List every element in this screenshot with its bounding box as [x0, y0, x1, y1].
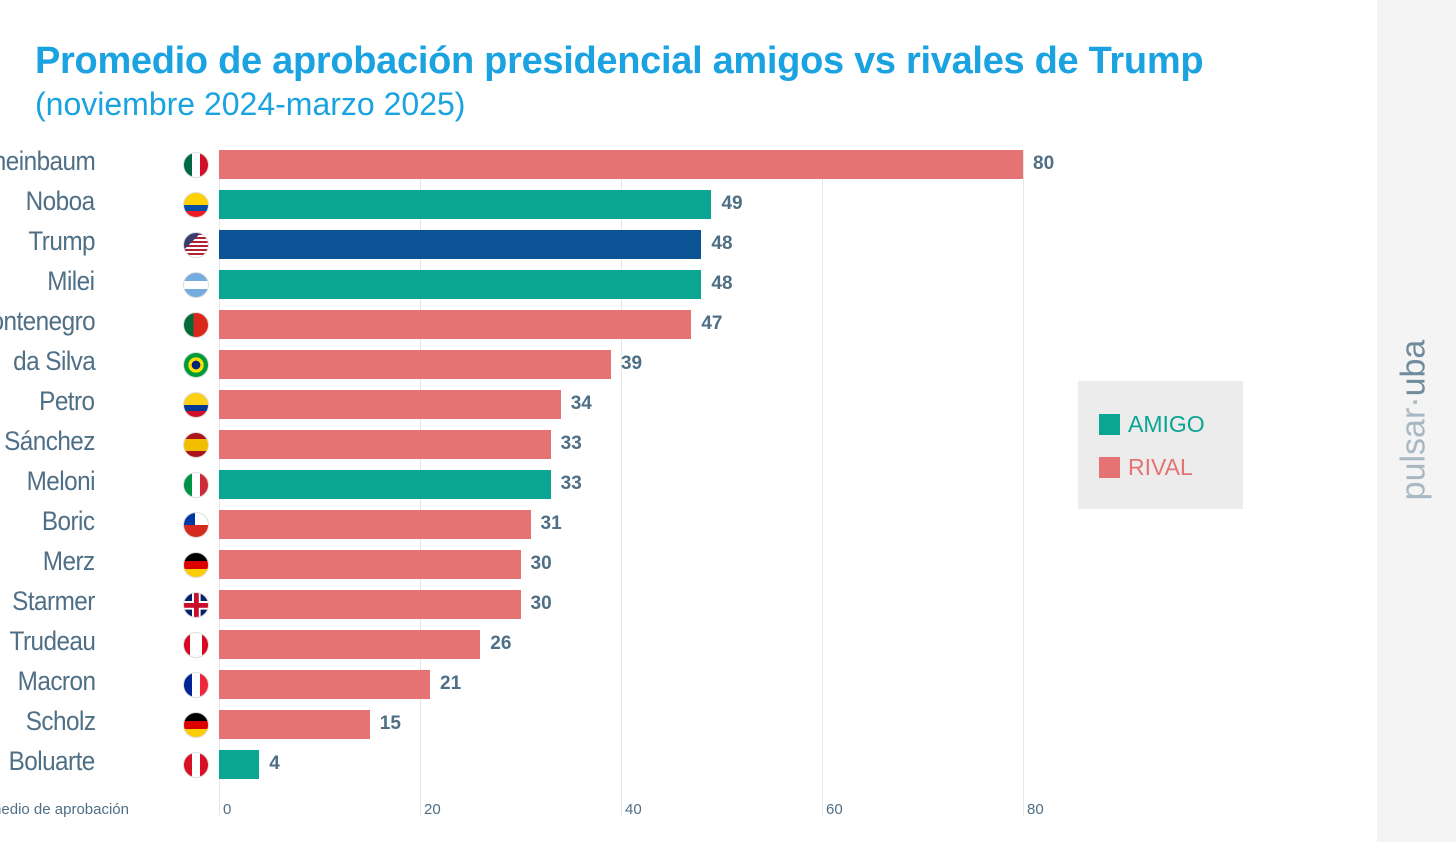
germany-flag-icon: [183, 712, 209, 738]
logo-text-uba: uba: [1394, 339, 1433, 397]
data-label: 48: [711, 233, 733, 254]
data-label: 21: [440, 673, 462, 694]
x-tick-label: 20: [424, 801, 441, 818]
category-label: Montenegro: [0, 306, 96, 336]
colombia-flag-icon: [183, 392, 209, 418]
bar: [219, 430, 551, 459]
portugal-flag-icon: [183, 312, 209, 338]
bar: [219, 750, 260, 779]
category-label: Sánchez: [4, 426, 95, 456]
ecuador-flag-icon: [183, 192, 209, 218]
x-tick-label: 60: [826, 801, 843, 818]
spain-flag-icon: [183, 432, 209, 458]
legend: AMIGO RIVAL: [1078, 381, 1243, 509]
data-label: 4: [269, 753, 280, 774]
chart-title: Promedio de aprobación presidencial amig…: [35, 40, 1204, 82]
usa-flag-icon: [183, 232, 209, 258]
data-label: 30: [530, 593, 552, 614]
x-tick-label: 0: [223, 801, 232, 818]
data-label: 15: [379, 713, 401, 734]
category-label: Sheinbaum: [0, 146, 96, 176]
gridline: [1023, 150, 1024, 816]
data-label: 39: [620, 353, 643, 374]
bar: [219, 390, 561, 419]
category-label: da Silva: [12, 346, 96, 376]
bar: [219, 310, 692, 339]
bar: [219, 470, 551, 499]
data-label: 33: [560, 473, 582, 494]
bar: [219, 590, 521, 619]
x-axis-label: Promedio de aprobación: [0, 801, 129, 818]
bar-chart: Promedio de aprobación presidencial amig…: [0, 40, 1243, 818]
peru-flag-icon: [183, 752, 209, 778]
france-flag-icon: [183, 672, 209, 698]
category-label: Trudeau: [9, 626, 95, 656]
category-label: Milei: [47, 266, 96, 296]
data-label: 48: [711, 273, 733, 294]
mexico-flag-icon: [183, 152, 209, 178]
bar: [219, 710, 370, 739]
category-label: Noboa: [26, 186, 95, 216]
chart-subtitle: (noviembre 2024-marzo 2025): [35, 86, 466, 122]
pulsar-uba-logo: pulsar·uba: [1394, 339, 1433, 501]
bar: [219, 510, 531, 539]
legend-swatch-amigo: [1099, 414, 1120, 435]
bar: [219, 550, 521, 579]
bar: [219, 630, 481, 659]
category-label: Petro: [39, 386, 96, 416]
data-label: 31: [540, 513, 562, 534]
category-label: Boluarte: [8, 746, 96, 776]
brazil-flag-icon: [183, 352, 209, 378]
chile-flag-icon: [183, 512, 209, 538]
data-label: 33: [560, 433, 582, 454]
legend-label-rival: RIVAL: [1128, 454, 1193, 480]
data-label: 80: [1033, 153, 1055, 174]
data-label: 26: [490, 633, 512, 654]
italy-flag-icon: [183, 472, 209, 498]
data-label: 30: [530, 553, 552, 574]
data-label: 47: [701, 313, 723, 334]
bar: [219, 190, 712, 219]
x-tick-label: 40: [625, 801, 642, 818]
bar: [219, 150, 1023, 179]
category-label: Meloni: [26, 466, 96, 496]
uk-flag-icon: [183, 592, 209, 618]
category-label: Scholz: [25, 706, 95, 736]
bar: [219, 350, 611, 379]
gridline: [822, 150, 823, 816]
gridline: [621, 150, 622, 816]
bar: [219, 230, 702, 259]
canada-flag-icon: [183, 632, 209, 658]
category-label: Trump: [28, 226, 95, 256]
legend-swatch-rival: [1099, 457, 1120, 478]
logo-text-pulsar: pulsar: [1394, 407, 1433, 501]
legend-label-amigo: AMIGO: [1128, 411, 1205, 437]
germany-flag-icon: [183, 552, 209, 578]
category-label: Starmer: [12, 586, 95, 616]
x-tick-label: 80: [1027, 801, 1044, 818]
category-label: Boric: [42, 506, 95, 536]
category-label: Macron: [17, 666, 95, 696]
brand-strip: [1377, 0, 1456, 842]
data-label: 49: [721, 193, 743, 214]
data-label: 34: [570, 393, 592, 414]
category-label: Merz: [43, 546, 95, 576]
bar: [219, 270, 702, 299]
bar: [219, 670, 431, 699]
argentina-flag-icon: [183, 272, 209, 298]
